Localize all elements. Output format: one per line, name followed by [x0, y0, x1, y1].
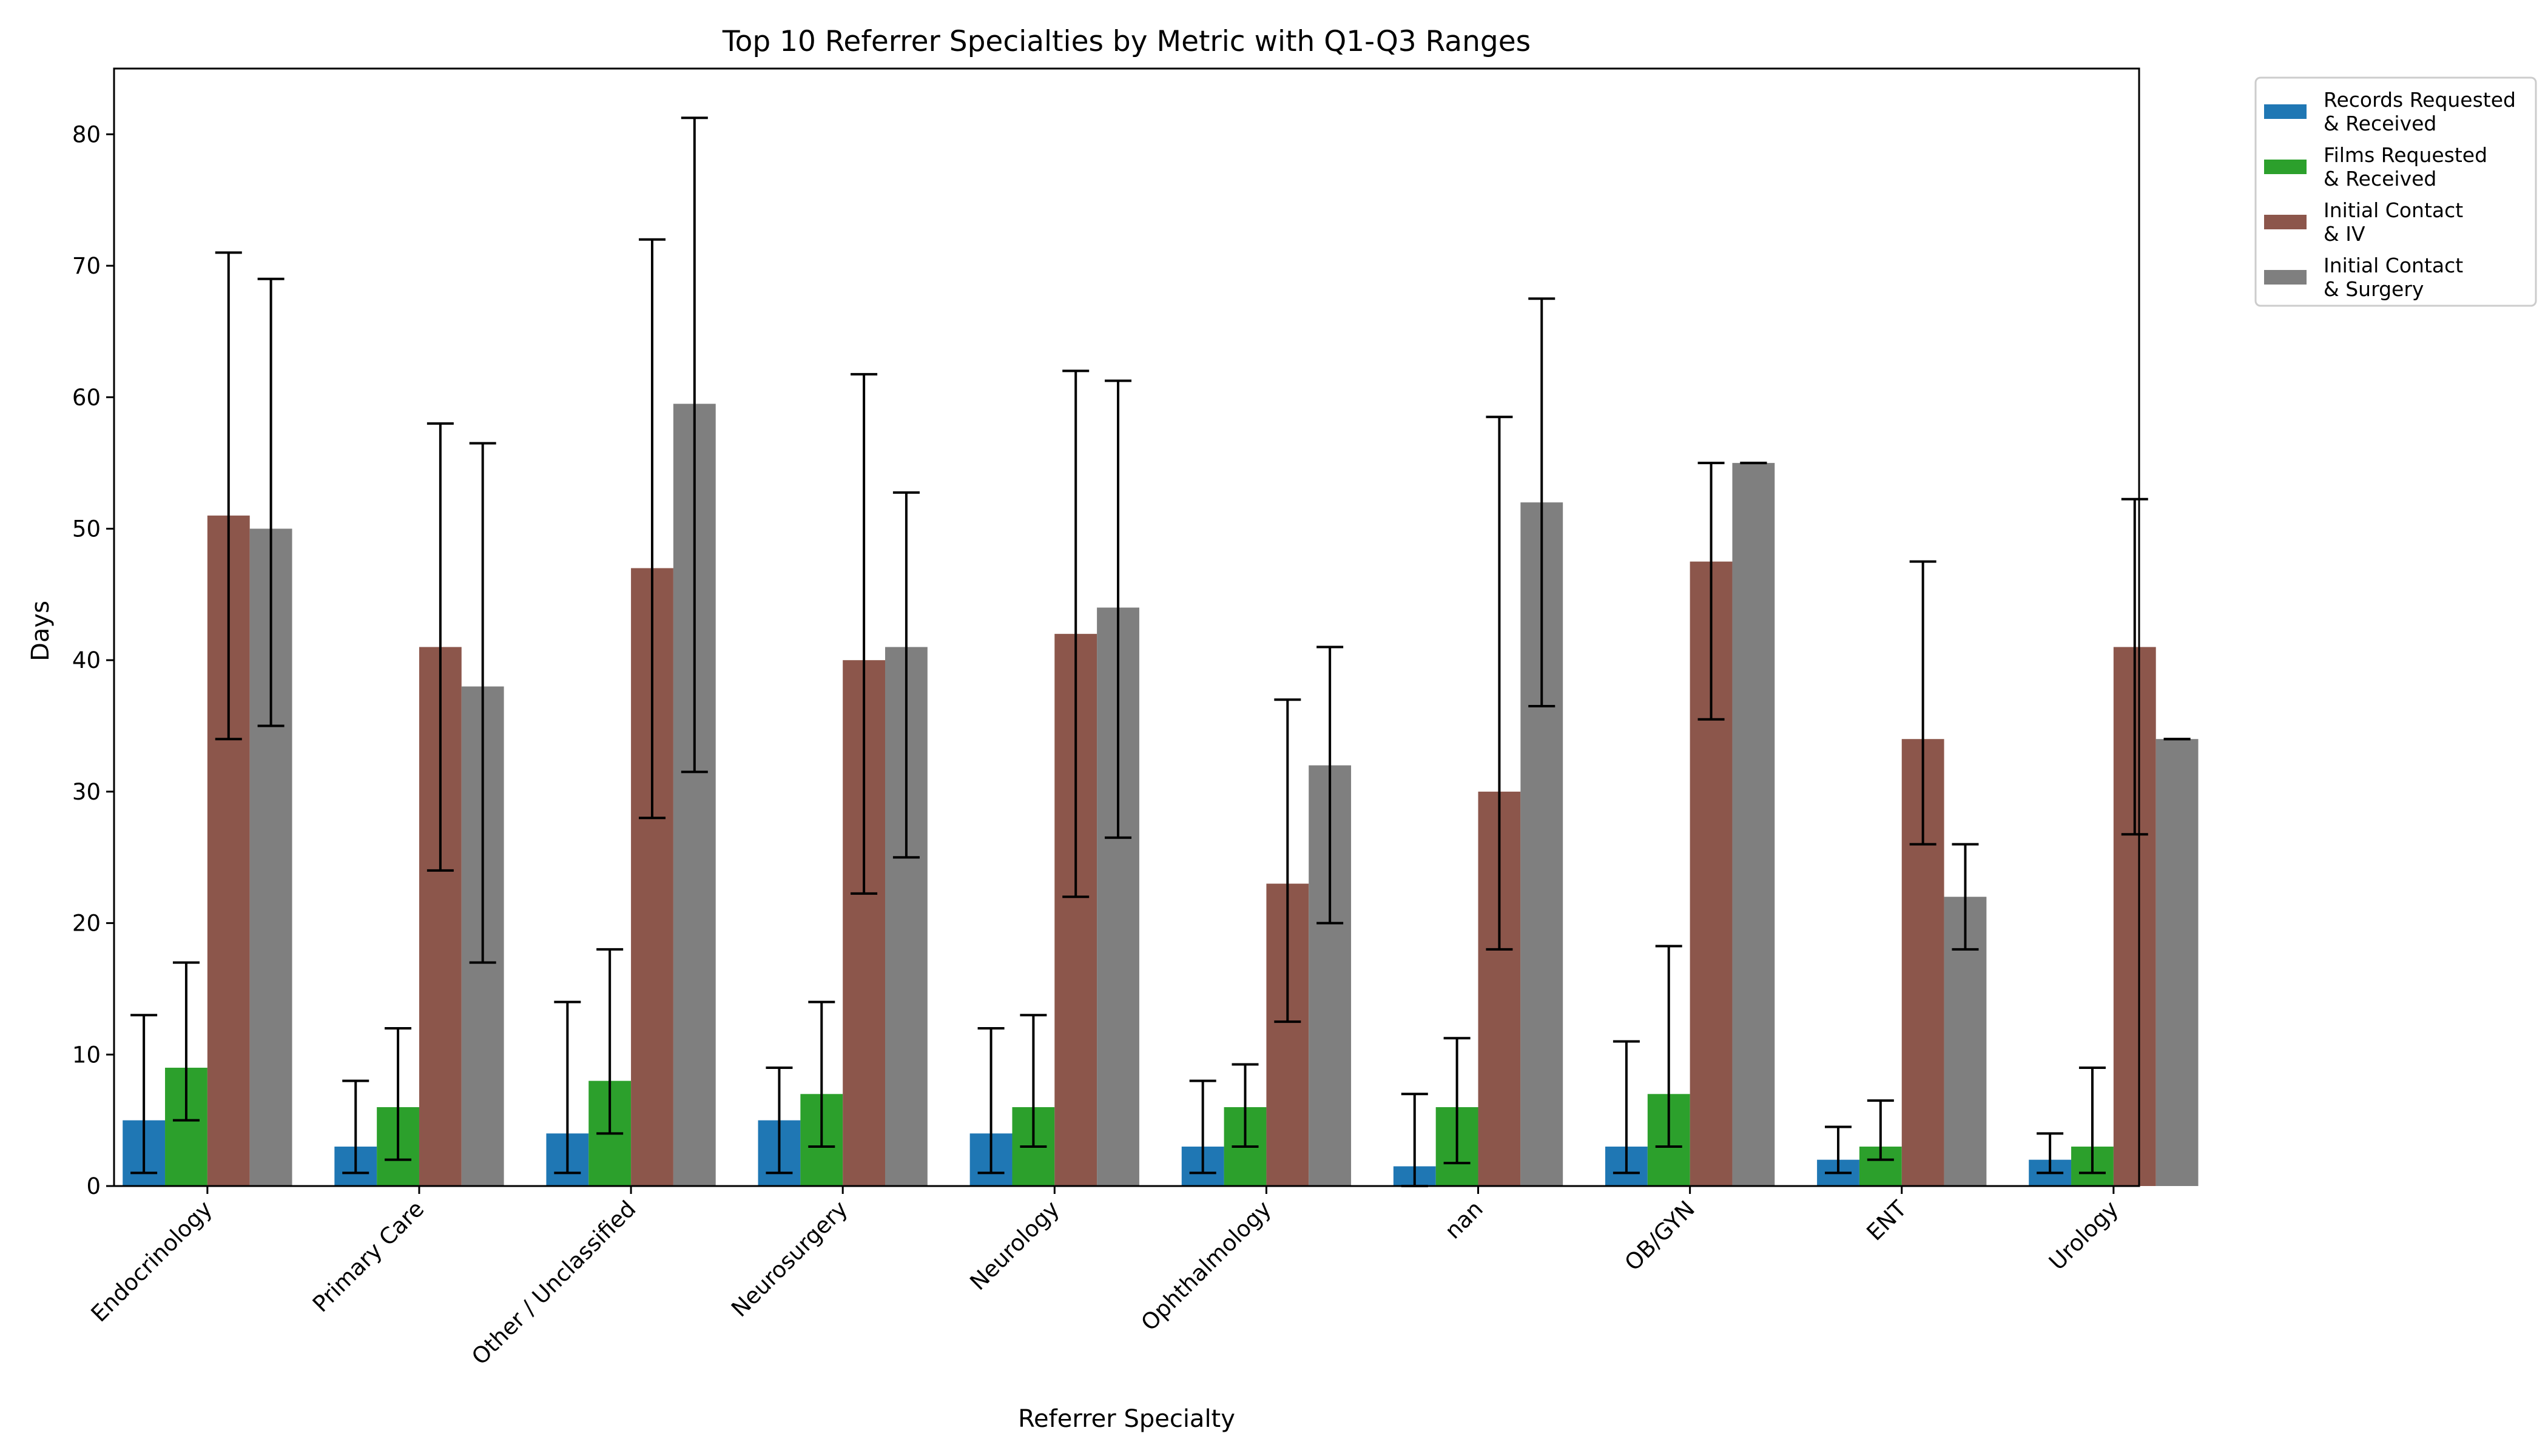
y-tick-label: 40: [72, 647, 101, 673]
legend-label: Initial Contact & Surgery: [2324, 254, 2463, 301]
x-tick-label: Other / Unclassified: [467, 1196, 641, 1370]
x-tick-label: Endocrinology: [86, 1196, 218, 1327]
y-tick-label: 60: [72, 385, 101, 411]
chart-title: Top 10 Referrer Specialties by Metric wi…: [722, 25, 1531, 58]
plot-area: 0 10 20 30 40 50 60 70 80 Endocrinology Primary Ca…: [72, 67, 2199, 1370]
y-tick-label: 70: [72, 253, 101, 279]
y-axis-label: Days: [27, 601, 55, 661]
x-tick-label: Neurosurgery: [726, 1196, 852, 1322]
plot-frame: [113, 67, 2140, 1187]
y-tick-label: 10: [72, 1042, 101, 1068]
y-tick-label: 80: [72, 121, 101, 147]
x-tick-label: ENT: [1862, 1196, 1912, 1246]
y-tick-label: 0: [86, 1173, 101, 1199]
legend-swatch: [2264, 104, 2307, 119]
y-tick-label: 50: [72, 516, 101, 542]
bar: [2155, 739, 2199, 1186]
x-tick-label: Neurology: [965, 1196, 1064, 1295]
x-tick-label: OB/GYN: [1620, 1196, 1700, 1276]
legend-label: Films Requested & Received: [2324, 143, 2487, 190]
legend-swatch: [2264, 270, 2307, 285]
legend: Records Requested & Received Films Request…: [2254, 76, 2537, 307]
y-tick-label: 30: [72, 779, 101, 805]
x-axis-label: Referrer Specialty: [1018, 1405, 1235, 1433]
legend-label: Initial Contact & IV: [2324, 198, 2463, 246]
y-tick-label: 20: [72, 911, 101, 937]
x-tick-label: nan: [1440, 1196, 1488, 1244]
x-tick-label: Urology: [2044, 1196, 2123, 1275]
legend-label: Records Requested & Received: [2324, 88, 2516, 135]
legend-swatch: [2264, 160, 2307, 174]
x-tick-label: Ophthalmology: [1136, 1196, 1276, 1336]
x-tick-label: Primary Care: [308, 1196, 429, 1317]
legend-frame: [2254, 76, 2537, 307]
bar: [1732, 463, 1775, 1186]
legend-swatch: [2264, 215, 2307, 229]
